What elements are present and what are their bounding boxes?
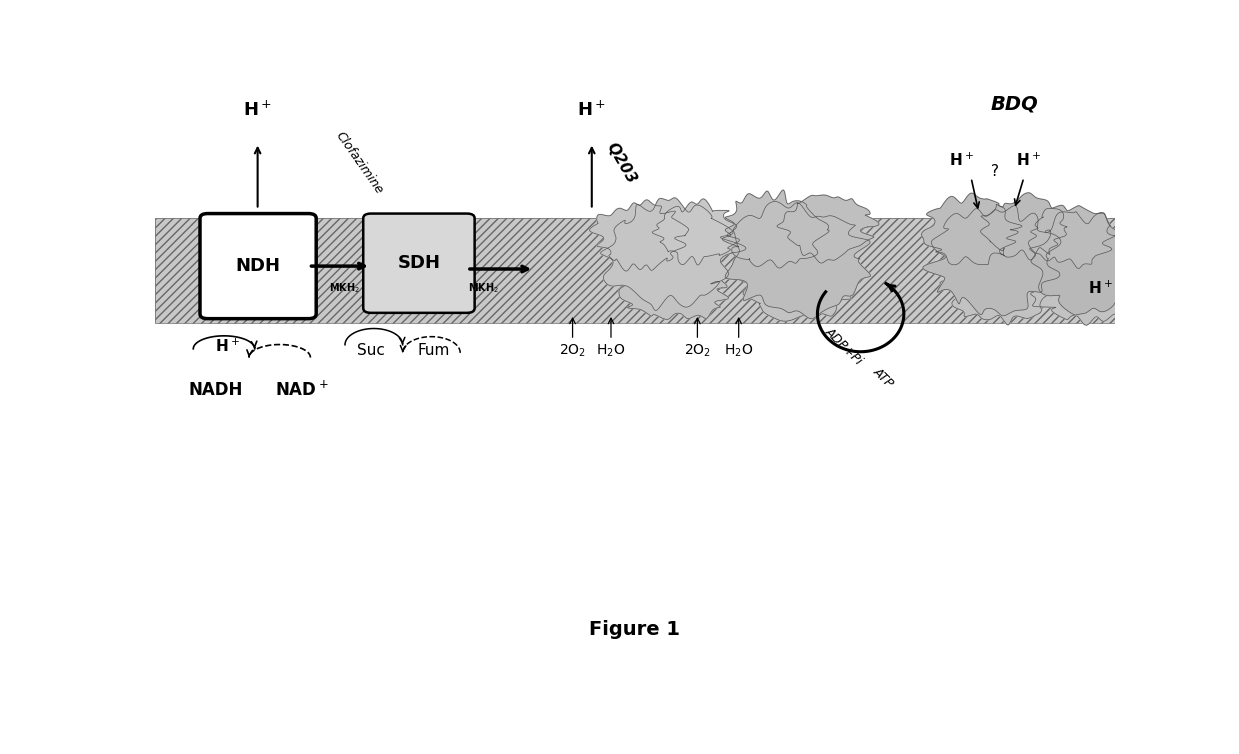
FancyBboxPatch shape [199,213,316,319]
Polygon shape [620,252,729,320]
Text: MKH$_2$: MKH$_2$ [330,281,361,295]
Text: Figure 1: Figure 1 [590,620,680,639]
Text: H$_2$O: H$_2$O [724,343,753,360]
Text: BDQ: BDQ [990,95,1038,114]
Text: SDH: SDH [398,254,440,272]
Polygon shape [652,199,740,265]
Text: H$^+$: H$^+$ [243,100,273,120]
Polygon shape [922,193,1022,265]
Bar [155,218,1163,323]
Polygon shape [590,200,689,271]
Polygon shape [722,190,829,268]
Bar [155,218,1163,323]
FancyBboxPatch shape [363,213,475,313]
Text: Fum: Fum [418,343,450,358]
Text: H$^+$: H$^+$ [949,152,974,169]
Text: NADH: NADH [188,381,243,399]
Polygon shape [923,206,1061,316]
Polygon shape [940,251,1054,325]
Text: 2O$_2$: 2O$_2$ [559,343,586,360]
Text: H$^+$: H$^+$ [577,100,606,120]
Text: ADP+Pi: ADP+Pi [823,325,865,367]
Polygon shape [777,195,878,263]
Text: ?: ? [991,164,999,179]
Text: NAD$^+$: NAD$^+$ [275,381,328,400]
Polygon shape [1030,212,1144,315]
Text: 2O$_2$: 2O$_2$ [684,343,711,360]
Text: Suc: Suc [357,343,385,358]
Polygon shape [725,201,871,319]
Text: H$^+$: H$^+$ [214,337,239,354]
Text: Q203: Q203 [603,140,639,186]
Polygon shape [740,251,856,321]
Text: Clofazimine: Clofazimine [332,130,385,197]
Polygon shape [601,198,746,311]
Polygon shape [1028,205,1115,268]
Text: H$^+$: H$^+$ [1016,152,1041,169]
Text: H$_2$O: H$_2$O [596,343,626,360]
Text: NDH: NDH [235,257,280,275]
Polygon shape [980,193,1067,260]
Text: ATP: ATP [870,365,896,391]
Text: H$^+$: H$^+$ [1088,279,1113,296]
Polygon shape [1028,252,1145,325]
Text: MKH$_2$: MKH$_2$ [468,281,499,295]
